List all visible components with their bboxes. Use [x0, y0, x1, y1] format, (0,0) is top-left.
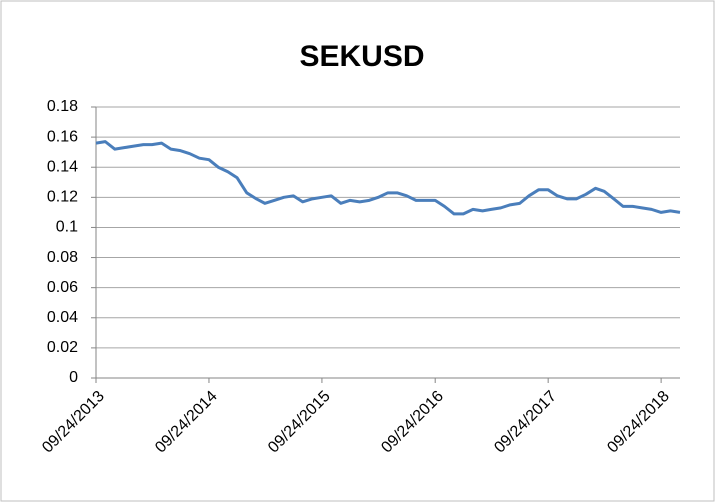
y-tick-label: 0.04	[47, 309, 78, 326]
y-tick-label: 0.12	[47, 189, 78, 206]
y-tick-label: 0.16	[47, 128, 78, 145]
y-tick-label: 0.1	[56, 219, 78, 236]
y-tick-label: 0.08	[47, 249, 78, 266]
y-tick-label: 0.06	[47, 279, 78, 296]
y-tick-label: 0.18	[47, 98, 78, 115]
y-tick-label: 0	[69, 369, 78, 386]
y-tick-label: 0.14	[47, 158, 78, 175]
chart-title: SEKUSD	[299, 40, 424, 73]
data-line	[95, 140, 681, 216]
y-tick-label: 0.02	[47, 339, 78, 356]
